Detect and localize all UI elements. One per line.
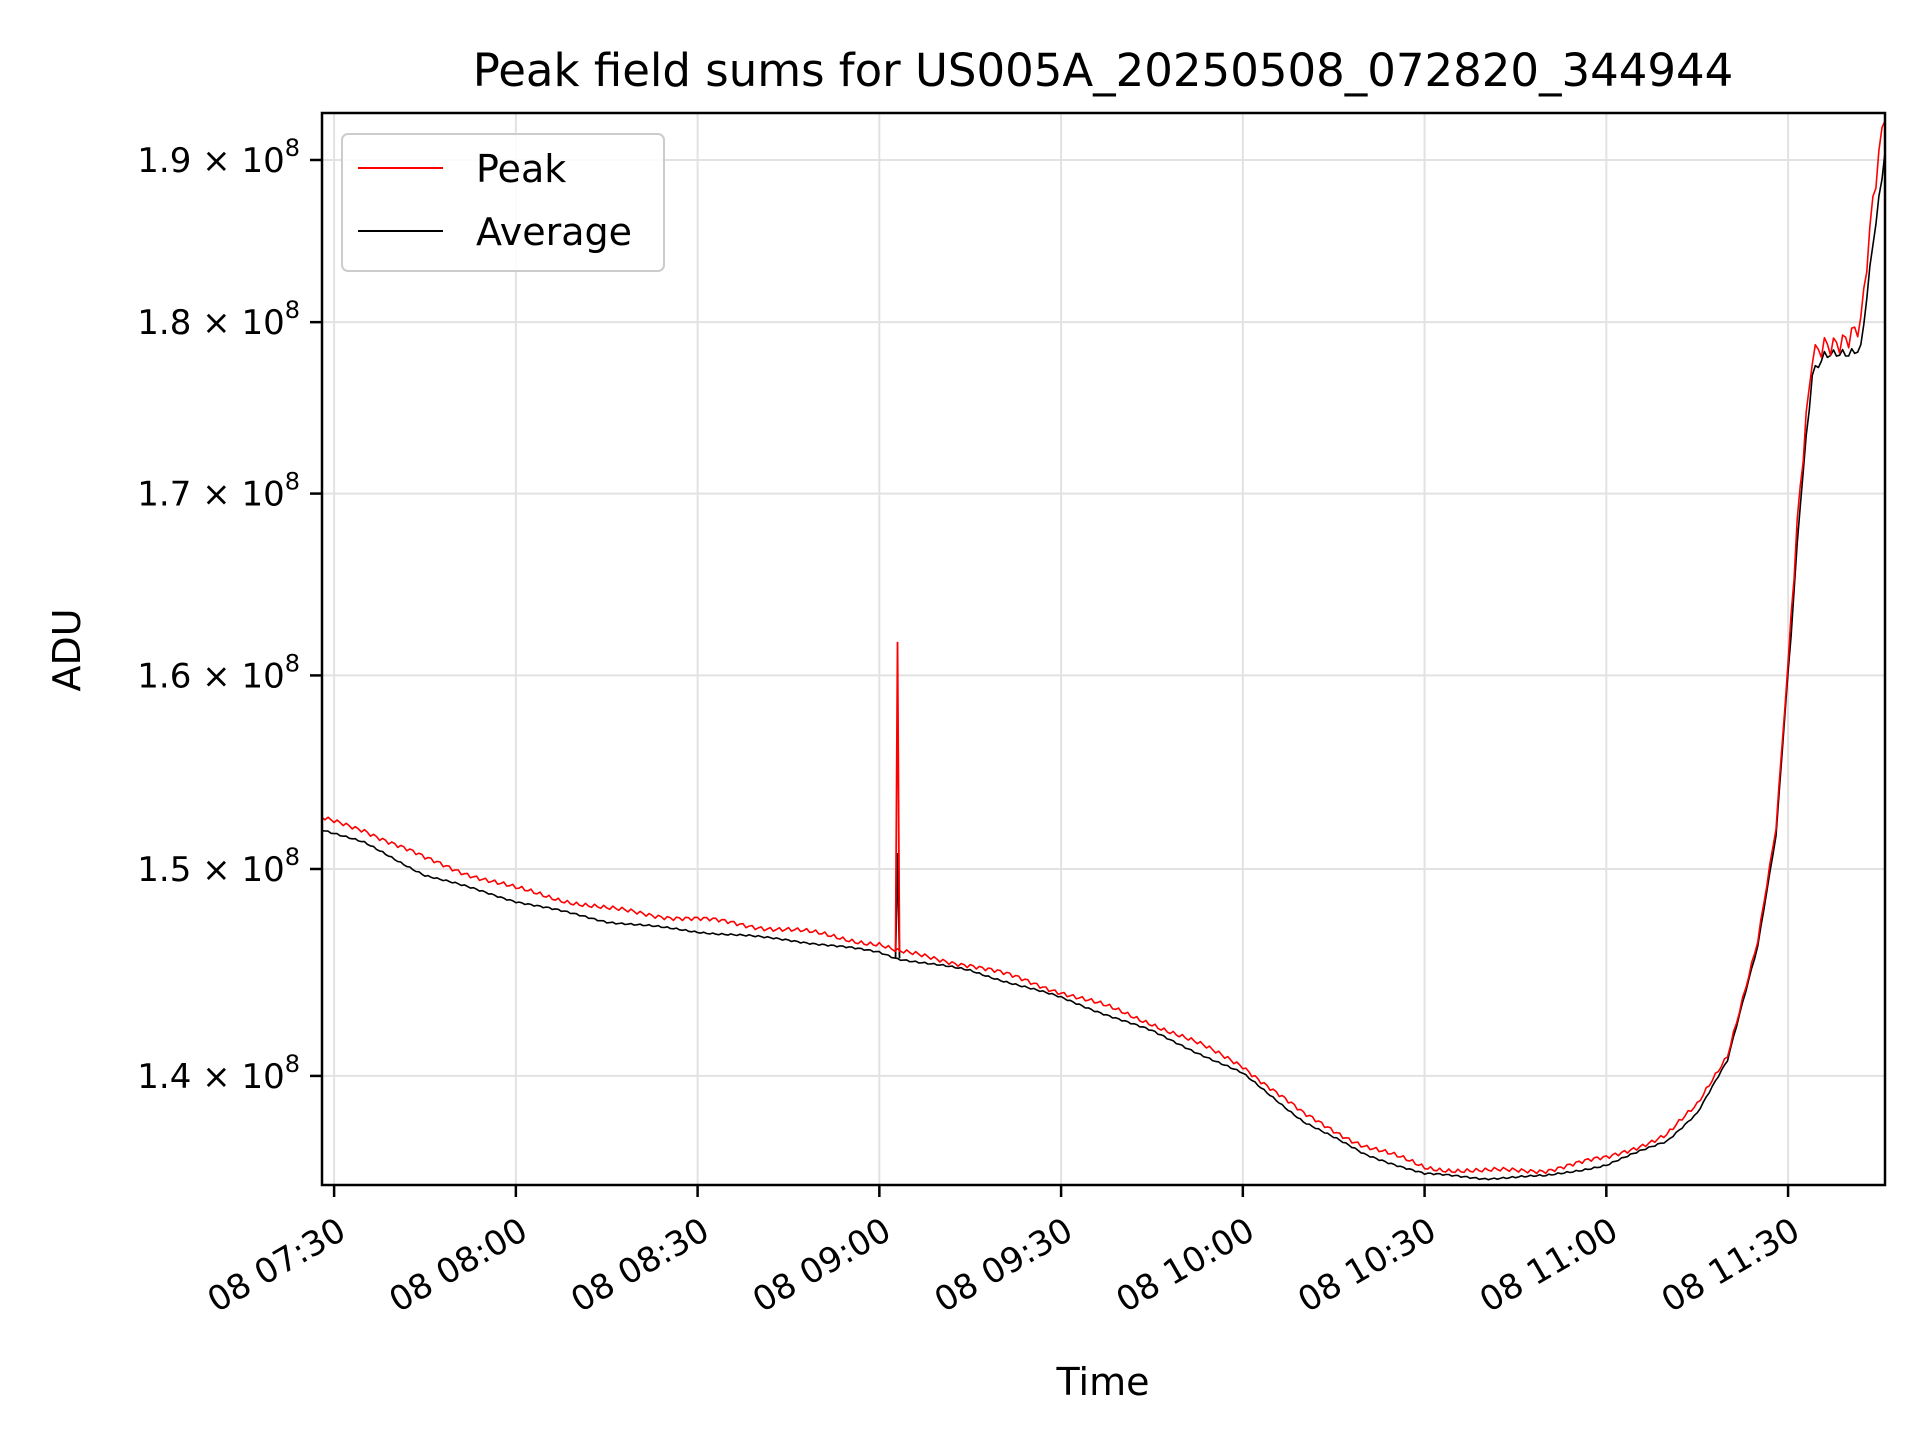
series-layer bbox=[321, 120, 1886, 1181]
y-tick-label: 1.9 × 108 bbox=[137, 134, 300, 181]
x-tick-label: 08 09:00 bbox=[746, 1210, 898, 1321]
spike-peak bbox=[894, 641, 901, 953]
y-tick-label: 1.6 × 108 bbox=[137, 649, 300, 696]
y-tick-label: 1.4 × 108 bbox=[137, 1050, 300, 1097]
legend-label-peak: Peak bbox=[476, 147, 566, 191]
series-line-peak bbox=[321, 120, 1886, 1175]
x-tick-label: 08 11:30 bbox=[1655, 1210, 1807, 1321]
series-line-average bbox=[321, 152, 1886, 1181]
y-tick-label: 1.7 × 108 bbox=[137, 468, 300, 515]
x-tick-label: 08 09:30 bbox=[928, 1210, 1080, 1321]
y-tick-label: 1.5 × 108 bbox=[137, 843, 300, 890]
grid bbox=[322, 113, 1885, 1185]
legend: Peak Average bbox=[341, 133, 665, 272]
x-tick-label: 08 08:00 bbox=[383, 1210, 535, 1321]
x-tick-label: 08 08:30 bbox=[564, 1210, 716, 1321]
x-tick-label: 08 10:30 bbox=[1291, 1210, 1443, 1321]
x-tick-label: 08 07:30 bbox=[201, 1210, 353, 1321]
x-tick-label: 08 11:00 bbox=[1473, 1210, 1625, 1321]
y-axis-label: ADU bbox=[45, 608, 89, 691]
y-tick-label: 1.8 × 108 bbox=[137, 296, 300, 343]
chart-title: Peak field sums for US005A_20250508_0728… bbox=[473, 44, 1734, 97]
x-tick-label: 08 10:00 bbox=[1110, 1210, 1262, 1321]
x-axis: 08 07:30 08 08:00 08 08:30 08 09:00 08 09:30… bbox=[201, 1185, 1807, 1321]
plot-frame bbox=[320, 111, 1887, 1187]
legend-label-average: Average bbox=[476, 210, 632, 254]
x-axis-label: Time bbox=[1056, 1360, 1150, 1404]
y-axis: 1.4 × 108 1.5 × 108 1.6 × 108 1.7 × 108 1.8 … bbox=[137, 134, 322, 1097]
